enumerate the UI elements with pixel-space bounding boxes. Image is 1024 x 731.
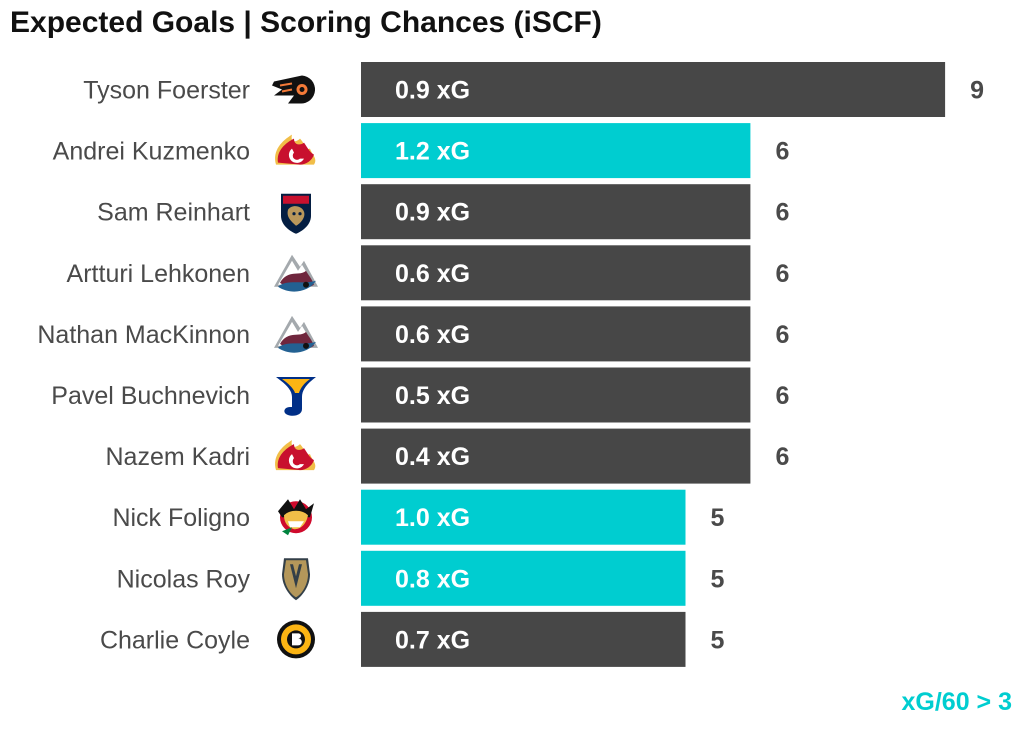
player-name-label: Sam Reinhart [97, 199, 250, 227]
value-label: 5 [711, 565, 725, 593]
player-name-label: Tyson Foerster [83, 77, 250, 105]
bar [361, 123, 751, 179]
avalanche-logo-icon [274, 315, 318, 353]
value-label: 6 [775, 321, 789, 349]
bar [361, 306, 751, 362]
value-label: 5 [711, 504, 725, 532]
xg-label: 0.5 xG [395, 382, 470, 410]
golden-knights-logo-icon [282, 558, 310, 601]
flyers-logo-icon [272, 75, 316, 104]
player-name-label: Nick Foligno [112, 504, 250, 532]
bar [361, 184, 751, 240]
blues-logo-icon [276, 377, 316, 416]
flames-logo-icon [275, 134, 316, 165]
xg-label: 0.6 xG [395, 260, 470, 288]
value-label: 6 [775, 382, 789, 410]
xg-label: 0.9 xG [395, 199, 470, 227]
labels: Tyson Foerster 0.9 xG 9 Andrei Kuzmenko 1.2 … [37, 77, 984, 655]
bar [361, 428, 751, 484]
xg-label: 0.8 xG [395, 565, 470, 593]
bars [361, 62, 946, 667]
flames-logo-icon [275, 440, 316, 471]
bar [361, 245, 751, 301]
value-label: 6 [775, 138, 789, 166]
value-label: 6 [775, 199, 789, 227]
team-logos [272, 75, 318, 659]
player-name-label: Nicolas Roy [117, 565, 251, 593]
xg-label: 1.0 xG [395, 504, 470, 532]
blackhawks-logo-icon [278, 499, 314, 536]
bruins-logo-icon [277, 620, 315, 659]
bar [361, 550, 686, 606]
bar [361, 367, 751, 423]
panthers-logo-icon [281, 193, 311, 234]
xg-label: 0.4 xG [395, 443, 470, 471]
player-name-label: Andrei Kuzmenko [53, 138, 250, 166]
player-name-label: Pavel Buchnevich [51, 382, 250, 410]
avalanche-logo-icon [274, 254, 318, 292]
value-label: 9 [970, 77, 984, 105]
xg-label: 0.9 xG [395, 77, 470, 105]
value-label: 6 [775, 443, 789, 471]
bar [361, 489, 686, 545]
player-name-label: Charlie Coyle [100, 626, 250, 654]
bar [361, 611, 686, 667]
xg-label: 0.6 xG [395, 321, 470, 349]
bar [361, 62, 946, 117]
value-label: 5 [711, 626, 725, 654]
chart-title: Expected Goals | Scoring Chances (iSCF) [10, 6, 602, 39]
xg-label: 0.7 xG [395, 626, 470, 654]
value-label: 6 [775, 260, 789, 288]
player-name-label: Artturi Lehkonen [67, 260, 250, 288]
player-name-label: Nazem Kadri [106, 443, 251, 471]
highlight-legend-note: xG/60 > 3 [901, 688, 1013, 716]
xg-label: 1.2 xG [395, 138, 470, 166]
player-name-label: Nathan MacKinnon [37, 321, 250, 349]
